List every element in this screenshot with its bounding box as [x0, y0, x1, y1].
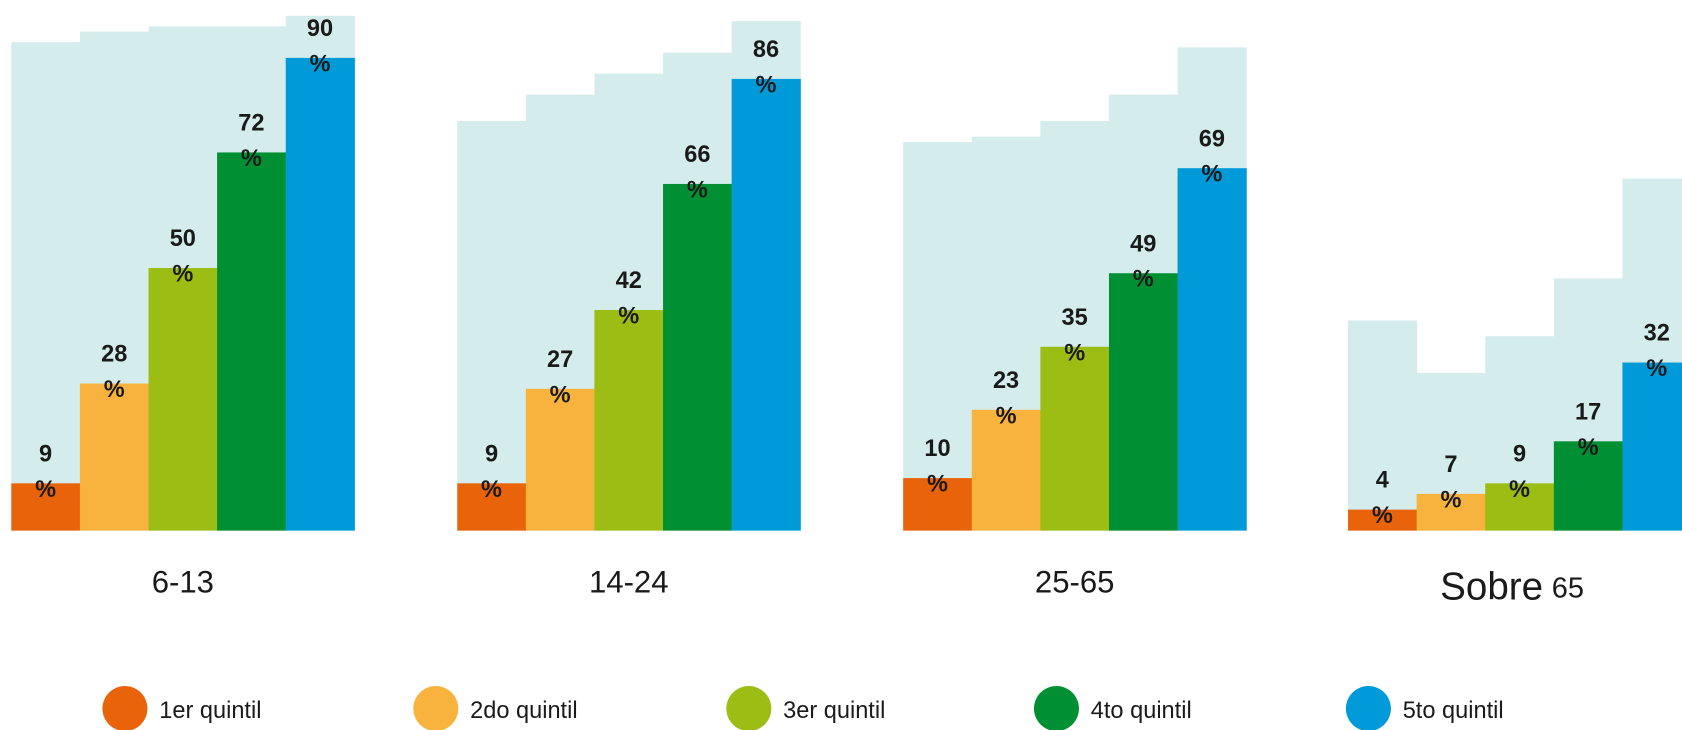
category-label: 14-24 — [589, 564, 669, 599]
value-label: 9% — [1509, 441, 1530, 502]
background-bar — [903, 141, 973, 531]
value-label: 69% — [1199, 126, 1225, 187]
bar — [1040, 346, 1110, 531]
bar — [731, 78, 801, 531]
background-bar — [1348, 320, 1418, 531]
bar — [11, 483, 81, 531]
value-label: 32% — [1644, 320, 1670, 381]
legend-swatch — [1345, 686, 1391, 730]
background-bar — [457, 120, 527, 531]
bar — [217, 152, 287, 531]
bar — [285, 57, 355, 531]
value-label: 50% — [170, 225, 196, 286]
value-label: 28% — [101, 341, 127, 402]
value-label: 66% — [684, 141, 710, 202]
bar — [1485, 483, 1555, 531]
value-label: 42% — [616, 267, 642, 328]
legend-swatch — [1033, 686, 1079, 730]
value-label: 4% — [1372, 467, 1393, 528]
legend-label: 5to quintil — [1403, 697, 1504, 723]
bar — [903, 478, 973, 531]
legend-label: 4to quintil — [1091, 697, 1192, 723]
value-label: 86% — [753, 36, 779, 97]
bar — [1553, 441, 1623, 531]
value-label: 7% — [1440, 451, 1461, 512]
legend-label: 2do quintil — [470, 697, 578, 723]
bar — [971, 409, 1041, 531]
bar — [1416, 493, 1486, 531]
value-label: 90% — [307, 15, 333, 76]
category-label: 6-13 — [152, 564, 214, 599]
legend-swatch — [102, 686, 148, 730]
value-label: 10% — [924, 435, 950, 496]
legend-swatch — [413, 686, 459, 730]
bar — [594, 310, 664, 531]
value-label: 9% — [481, 441, 502, 502]
category-label: 25-65 — [1035, 564, 1115, 599]
bar — [1177, 168, 1247, 531]
value-label: 72% — [238, 110, 264, 171]
bar — [1108, 273, 1179, 531]
bar — [663, 183, 733, 531]
bar — [457, 483, 527, 531]
value-label: 17% — [1575, 399, 1601, 460]
bar — [1348, 509, 1418, 531]
bar — [79, 383, 150, 531]
bar — [1622, 362, 1682, 531]
legend-swatch — [726, 686, 772, 730]
value-label: 23% — [993, 367, 1019, 428]
bar — [525, 388, 595, 531]
value-label: 27% — [547, 346, 573, 407]
legend-label: 3er quintil — [783, 697, 885, 723]
value-label: 49% — [1130, 231, 1156, 292]
background-bar — [11, 42, 81, 531]
category-label: Sobre 65 — [1440, 566, 1584, 609]
legend-label: 1er quintil — [159, 697, 261, 723]
value-label: 9% — [35, 441, 56, 502]
bar — [148, 267, 218, 531]
value-label: 35% — [1062, 304, 1088, 365]
